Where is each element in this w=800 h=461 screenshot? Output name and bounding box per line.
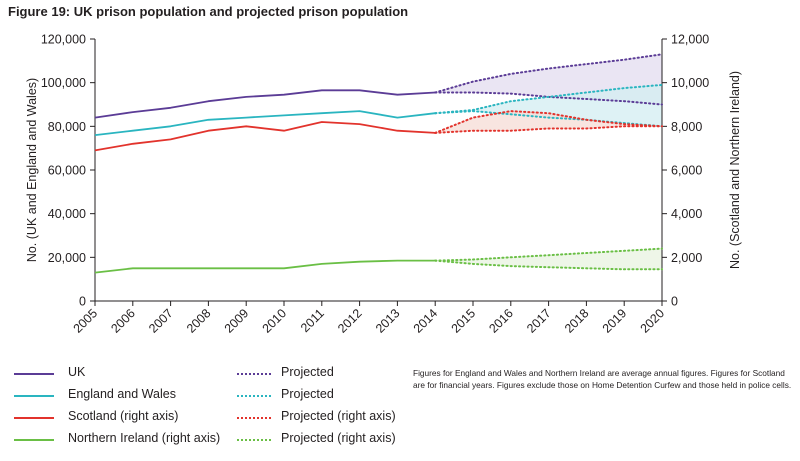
legend-label-northern-ireland-projected: Projected (right axis) [281, 431, 396, 445]
projection-line-scotland-right-axis-lower [434, 125, 663, 134]
left-y-tick-label: 40,000 [48, 207, 86, 221]
x-tick-label: 2014 [411, 306, 441, 336]
legend-label-northern-ireland: Northern Ireland (right axis) [68, 431, 221, 445]
legend-label-england-wales-projected: Projected [281, 387, 334, 401]
prison-population-chart: 0 20,000 40,000 60,000 80,000 100,000 120,000 0… [25, 33, 742, 336]
series-line-northern-ireland-right-axis [94, 259, 436, 274]
right-y-tick-label: 4,000 [671, 207, 702, 221]
x-tick-label: 2012 [335, 306, 365, 336]
right-y-tick-label: 6,000 [671, 164, 702, 178]
legend-swatch-scotland [14, 417, 54, 419]
left-y-tick-label: 20,000 [48, 251, 86, 265]
right-y-tick-label: 10,000 [671, 76, 709, 90]
figure-title: Figure 19: UK prison population and proj… [8, 4, 409, 19]
x-tick-label: 2011 [298, 306, 327, 335]
right-y-tick-label: 8,000 [671, 120, 702, 134]
x-tick-label: 2009 [222, 306, 252, 336]
legend-swatch-uk [14, 373, 54, 375]
projection-band-scotland-right-axis [435, 111, 662, 133]
x-tick-label: 2015 [449, 306, 479, 336]
x-tick-label: 2020 [638, 306, 668, 336]
x-tick-label: 2018 [562, 306, 592, 336]
legend-swatch-northern-ireland-projected [237, 439, 271, 441]
legend-label-uk-projected: Projected [281, 365, 334, 379]
legend-label-england-wales: England and Wales [68, 387, 176, 401]
legend-label-uk: UK [68, 365, 86, 379]
series-line-uk [94, 89, 436, 119]
projection-line-northern-ireland-right-axis-lower [434, 259, 663, 271]
projection-line-england-and-wales-upper [434, 83, 663, 115]
x-tick-label: 2008 [184, 306, 214, 336]
legend-label-scotland-projected: Projected (right axis) [281, 409, 396, 423]
x-tick-label: 2006 [108, 306, 138, 336]
series-line-england-and-wales [94, 110, 436, 136]
x-tick-label: 2017 [524, 306, 554, 336]
figure-note: Figures for England and Wales and Northe… [413, 368, 792, 390]
projection-band-england-and-wales [435, 84, 662, 127]
x-tick-label: 2007 [146, 306, 176, 336]
left-y-tick-label: 120,000 [41, 33, 86, 47]
left-y-tick-label: 0 [79, 295, 86, 309]
right-y-tick-label: 12,000 [671, 33, 709, 47]
legend-swatch-england-wales-projected [237, 395, 271, 397]
right-y-tick-label: 0 [671, 295, 678, 309]
projection-line-scotland-right-axis-upper [434, 110, 663, 134]
legend-swatch-scotland-projected [237, 417, 271, 419]
projection-line-northern-ireland-right-axis-upper [434, 247, 663, 262]
x-tick-label: 2019 [600, 306, 630, 336]
legend-label-scotland: Scotland (right axis) [68, 409, 179, 423]
series-line-scotland-right-axis [94, 121, 436, 152]
left-y-tick-label: 80,000 [48, 120, 86, 134]
projection-line-uk-upper [434, 53, 663, 94]
left-y-axis-label: No. (UK and England and Wales) [25, 78, 39, 262]
x-tick-label: 2016 [486, 306, 516, 336]
legend-swatch-northern-ireland [14, 439, 54, 441]
projection-band-northern-ireland-right-axis [435, 248, 662, 270]
legend-swatch-uk-projected [237, 373, 271, 375]
left-y-tick-label: 100,000 [41, 76, 86, 90]
legend-swatch-england-wales [14, 395, 54, 397]
right-y-axis-label: No. (Scotland and Northern Ireland) [728, 71, 742, 269]
x-tick-label: 2005 [71, 306, 101, 336]
right-y-tick-label: 2,000 [671, 251, 702, 265]
left-y-tick-label: 60,000 [48, 164, 86, 178]
x-tick-label: 2010 [260, 306, 290, 336]
x-tick-label: 2013 [373, 306, 403, 336]
